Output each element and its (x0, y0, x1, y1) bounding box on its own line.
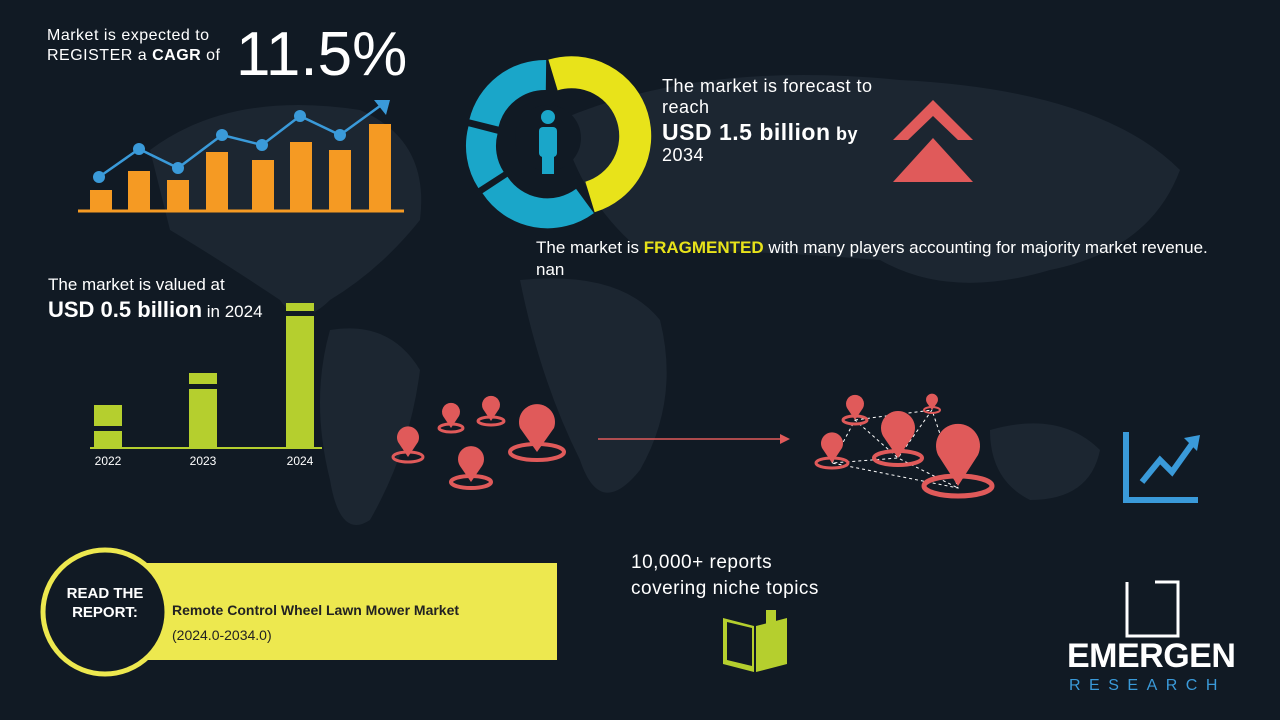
reports-count: 10,000+ reports covering niche topics (631, 552, 819, 599)
logo-name: EMERGEN (1067, 637, 1236, 675)
report-banner (130, 563, 557, 660)
arrow-head (780, 434, 790, 444)
year-label: 2022 (94, 454, 122, 468)
fragmented-rest: with many players accounting for majorit… (536, 238, 1208, 279)
cagr-line1: Market is expected to (47, 27, 210, 44)
logo-sub: RESEARCH (1069, 677, 1226, 694)
cagr-line2: REGISTER a (47, 47, 148, 64)
fragmented-highlight: FRAGMENTED (643, 238, 764, 257)
fragmented-text: The market is FRAGMENTED with many playe… (536, 237, 1216, 281)
cagr-highlight: CAGR (152, 47, 202, 64)
valued-value: USD 0.5 billion (48, 297, 203, 322)
donut-icon (466, 56, 652, 229)
year-label: 2024 (286, 454, 314, 468)
forecast-line1: The market is forecast to reach (662, 76, 873, 117)
up-chevrons (893, 100, 973, 182)
report-title: Remote Control Wheel Lawn Mower Market (172, 602, 460, 618)
pins-left (391, 395, 566, 490)
trend-icon (1123, 432, 1200, 503)
valued-suffix: in 2024 (206, 302, 263, 321)
forecast-text: The market is forecast to reach USD 1.5 … (662, 76, 902, 166)
book-icon (723, 610, 787, 672)
cagr-text: Market is expected to REGISTER a CAGR of (47, 26, 221, 66)
value-bars (90, 303, 322, 449)
year-label: 2023 (189, 454, 217, 468)
cagr-suffix: of (206, 47, 221, 64)
growth-chart (78, 100, 404, 213)
fragmented-prefix: The market is (536, 238, 639, 257)
cagr-value: 11.5% (236, 20, 408, 89)
report-circle[interactable] (40, 547, 170, 677)
forecast-year: 2034 (662, 145, 705, 165)
logo-mark (1125, 580, 1180, 638)
valued-line1: The market is valued at (48, 275, 225, 294)
valued-text: The market is valued at USD 0.5 billion … (48, 274, 263, 323)
pins-right (814, 393, 995, 499)
report-period: (2024.0-2034.0) (172, 627, 272, 643)
read-report-button[interactable]: READ THE REPORT: (66, 585, 144, 621)
forecast-by: by (836, 124, 859, 144)
forecast-value: USD 1.5 billion (662, 119, 831, 145)
